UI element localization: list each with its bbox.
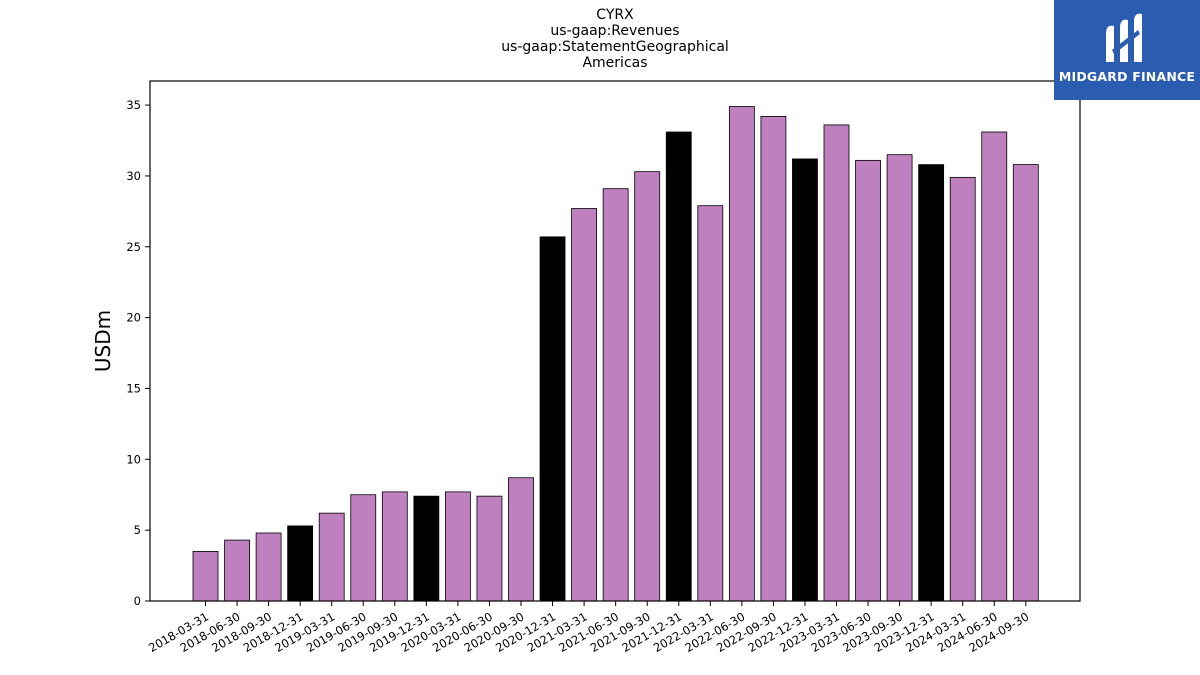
y-tick-label: 20	[126, 311, 141, 325]
chart-subtitle-concept: us-gaap:Revenues	[550, 23, 680, 39]
y-tick-label: 15	[126, 381, 141, 395]
bar-2019-06-30	[350, 494, 377, 602]
bar-2022-09-30	[760, 116, 787, 602]
midgard-logo-icon	[1106, 13, 1142, 62]
bar-2020-12-31	[539, 236, 566, 602]
y-tick-label: 35	[126, 98, 141, 112]
bar-2018-09-30	[255, 532, 282, 602]
bar-2023-03-31	[823, 124, 850, 602]
bar-2020-09-30	[508, 477, 534, 602]
y-tick-label: 25	[126, 240, 141, 254]
plot-frame	[149, 80, 1081, 602]
bar-2019-12-31	[413, 495, 440, 602]
y-tick-label: 5	[134, 523, 141, 537]
bar-2022-12-31	[792, 158, 818, 602]
bar-2018-06-30	[224, 539, 250, 602]
bar-2018-12-31	[287, 525, 314, 602]
bar-2021-12-31	[665, 131, 692, 602]
bar-2022-03-31	[697, 205, 724, 602]
y-tick-label: 30	[126, 169, 141, 183]
bar-2021-09-30	[634, 171, 661, 602]
bar-2020-06-30	[476, 495, 503, 602]
bar-2022-06-30	[728, 106, 755, 602]
logo-text: MIDGARD FINANCE	[1058, 69, 1196, 84]
chart-title: CYRX	[596, 7, 634, 23]
bar-2021-06-30	[602, 188, 629, 602]
bar-2019-03-31	[318, 512, 345, 602]
bar-2021-03-31	[571, 208, 597, 602]
midgard-finance-logo: MIDGARD FINANCE	[1054, 0, 1200, 100]
chart-subtitle-member: Americas	[582, 55, 648, 71]
y-tick-label: 10	[126, 452, 141, 466]
bar-2023-12-31	[918, 164, 945, 602]
bar-2024-06-30	[981, 131, 1008, 602]
bar-2023-09-30	[886, 154, 913, 602]
bar-2020-03-31	[444, 491, 471, 602]
bar-2019-09-30	[381, 491, 408, 602]
y-axis-label: USDm	[91, 310, 115, 372]
bar-2023-06-30	[855, 159, 881, 602]
chart-subtitle-axis: us-gaap:StatementGeographical	[501, 39, 729, 55]
bar-2018-03-31	[192, 551, 219, 602]
bar-2024-03-31	[949, 176, 976, 602]
bar-2024-09-30	[1012, 164, 1039, 602]
y-tick-label: 0	[134, 594, 141, 608]
